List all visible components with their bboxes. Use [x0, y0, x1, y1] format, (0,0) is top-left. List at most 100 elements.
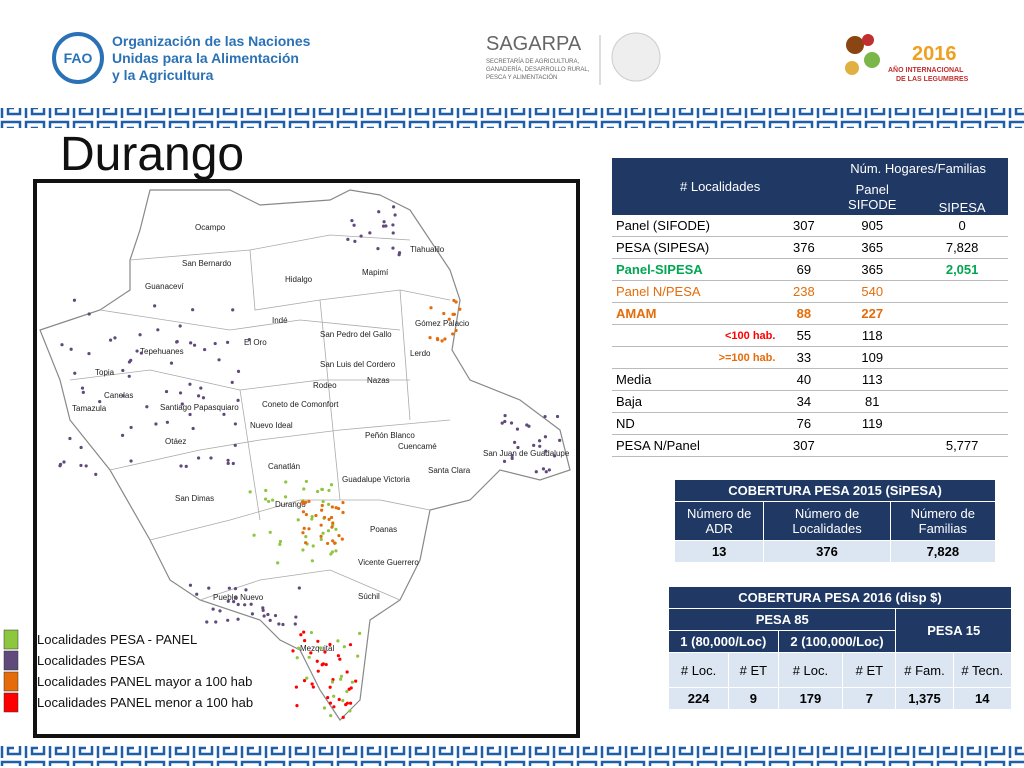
locality-dot	[334, 506, 338, 510]
cell: PESA (SIPESA)	[612, 236, 780, 259]
locality-dot	[268, 618, 272, 622]
locality-dot	[226, 599, 230, 603]
locality-dot	[80, 386, 85, 390]
locality-dot	[310, 517, 314, 521]
locality-dot	[214, 620, 218, 624]
row: Panel (SIFODE) 307 905 0	[612, 215, 1008, 237]
cell: 2,051	[916, 258, 1008, 281]
locality-dot	[316, 669, 320, 673]
cell: Panel-SIPESA	[612, 258, 780, 281]
row: >=100 hab. 33 109	[612, 346, 1008, 369]
locality-dot	[203, 347, 207, 352]
cell: 365	[828, 258, 917, 281]
locality-dot	[310, 515, 314, 519]
locality-dot	[428, 336, 432, 340]
cell: 76	[779, 412, 829, 435]
locality-dot	[304, 500, 308, 504]
locality-dot	[320, 503, 324, 508]
locality-dot	[509, 421, 514, 425]
locality-dot	[301, 531, 305, 535]
locality-dot	[330, 680, 335, 684]
locality-dot	[233, 595, 238, 600]
locality-dot	[348, 701, 353, 705]
locality-dot	[302, 487, 306, 491]
map-label: Lerdo	[410, 349, 431, 358]
header: Número de Familias	[889, 501, 997, 541]
locality-dot	[295, 704, 299, 708]
row: Panel N/PESA 238 540	[612, 280, 1008, 303]
map-label: San Pedro del Gallo	[320, 330, 392, 339]
locality-dot	[553, 454, 557, 458]
header: # Tecn.	[952, 652, 1012, 688]
locality-dot	[236, 617, 240, 621]
locality-dot	[339, 674, 344, 678]
locality-dot	[340, 537, 344, 541]
locality-dot	[337, 506, 341, 511]
map-label: Gómez Palacio	[415, 319, 470, 328]
locality-dot	[328, 685, 332, 689]
row: Baja 34 81	[612, 390, 1008, 413]
locality-dot	[233, 422, 238, 426]
locality-dot	[135, 349, 139, 353]
locality-dot	[127, 374, 131, 378]
locality-dot	[346, 237, 350, 241]
map-label: El Oro	[244, 338, 267, 347]
locality-dot	[261, 608, 265, 612]
locality-dot	[377, 210, 381, 214]
legend-swatch	[3, 650, 19, 671]
locality-dot	[316, 489, 320, 494]
locality-dot	[334, 549, 338, 553]
locality-dot	[381, 224, 386, 228]
locality-dot	[283, 495, 288, 499]
locality-dot	[196, 456, 201, 460]
header: # Fam.	[895, 652, 954, 688]
cell: 118	[828, 324, 917, 347]
locality-dot	[323, 650, 327, 654]
locality-dot	[169, 361, 174, 365]
map-label: Poanas	[370, 525, 397, 534]
locality-dot	[368, 231, 372, 235]
bean	[846, 36, 864, 54]
locality-dot	[451, 332, 455, 336]
locality-dot	[281, 622, 285, 627]
locality-dot	[500, 421, 504, 425]
municipal-borders	[69, 234, 451, 601]
locality-dot	[391, 223, 395, 227]
locality-dot	[153, 304, 157, 308]
map-label: Pueblo Nuevo	[213, 593, 264, 602]
locality-dot	[341, 699, 345, 703]
header: # ET	[728, 652, 779, 688]
header: Número de ADR	[673, 501, 765, 541]
map-label: Peñón Blanco	[365, 431, 415, 440]
locality-dot	[213, 341, 217, 346]
sagarpa: SAGARPA	[486, 33, 582, 55]
fao-name: Organización de las Naciones	[112, 33, 311, 49]
header: Núm. Hogares/Familias	[828, 158, 1008, 179]
map-label: Guanaceví	[145, 282, 184, 291]
locality-dot	[319, 537, 323, 541]
locality-dot	[391, 231, 395, 235]
locality-dot	[226, 458, 230, 462]
locality-dot	[184, 464, 188, 468]
locality-dot	[98, 399, 102, 404]
locality-dot	[503, 419, 507, 424]
header: Número de Localidades	[763, 501, 891, 541]
locality-dot	[68, 436, 72, 441]
locality-dot	[196, 394, 201, 398]
locality-dot	[207, 586, 211, 590]
locality-dot	[156, 328, 160, 332]
cell: 69	[779, 258, 829, 281]
locality-dot	[192, 343, 197, 347]
locality-dot	[217, 358, 221, 362]
cell: 14	[952, 687, 1012, 710]
legend-label: Localidades PESA	[37, 653, 145, 668]
locality-dot	[164, 389, 169, 394]
cell: 113	[828, 368, 917, 391]
locality-dot	[278, 542, 282, 546]
locality-dot	[236, 398, 240, 402]
sagarpa-sub: GANADERÍA, DESARROLLO RURAL,	[486, 66, 590, 73]
locality-dot	[145, 405, 149, 409]
locality-dot	[543, 414, 547, 419]
map-label: San Juan de Guadalupe	[483, 449, 570, 458]
header: # Loc.	[667, 652, 730, 688]
